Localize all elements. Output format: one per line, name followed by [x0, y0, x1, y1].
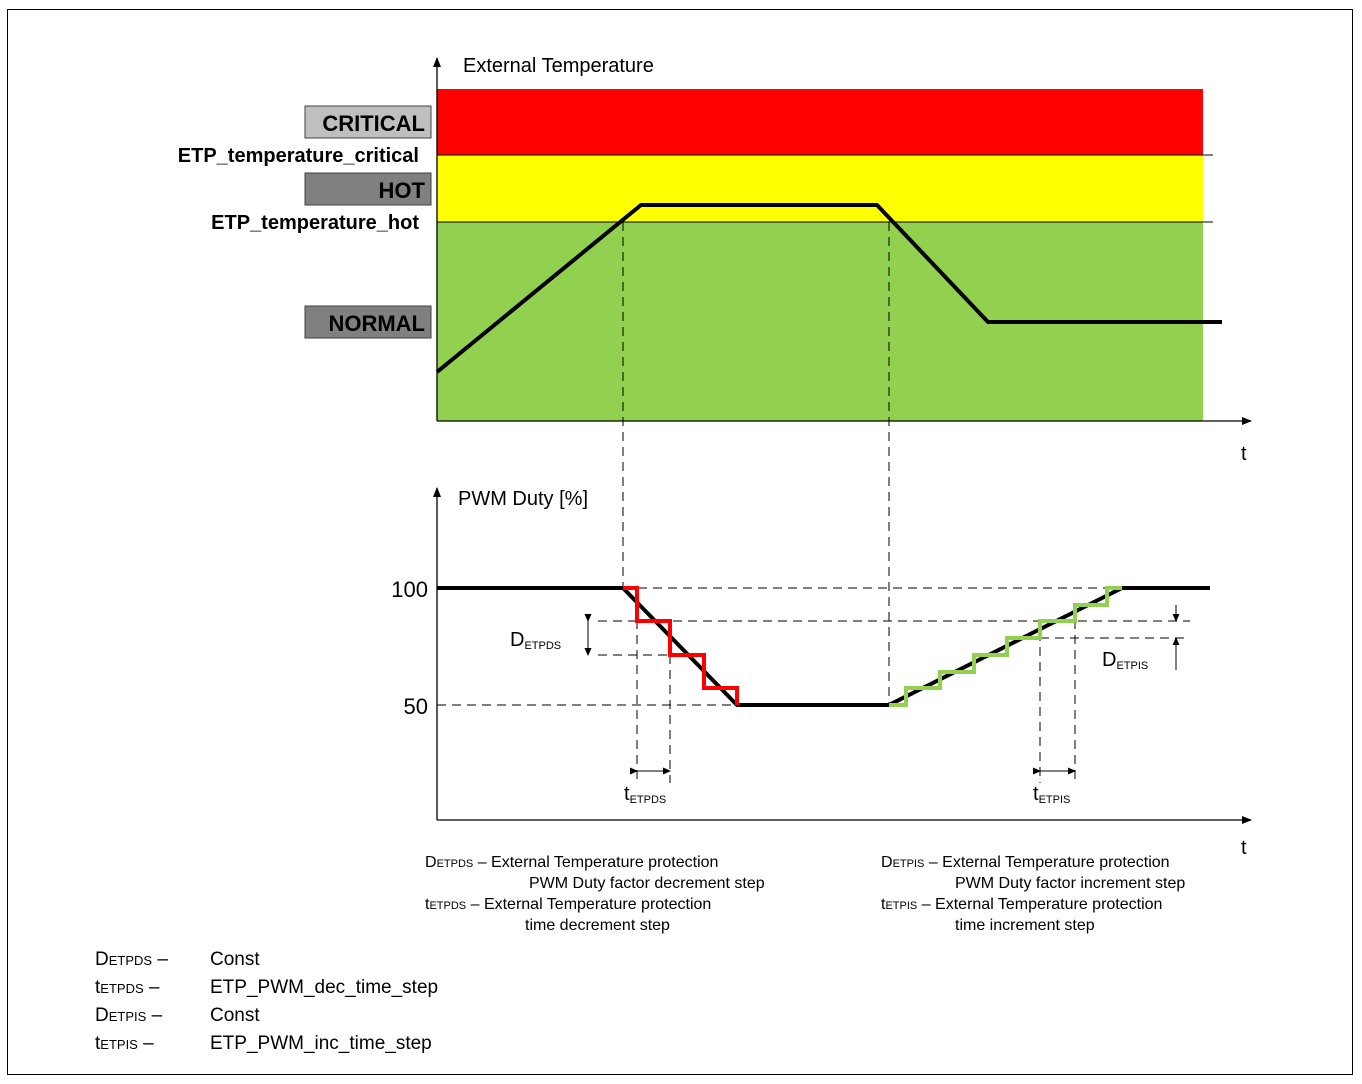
temperature-curve — [435, 203, 1222, 374]
zone-label-box-normal — [304, 305, 432, 339]
definition-row: tETPIS – ETP_PWM_inc_time_step — [95, 1033, 432, 1054]
t-etpis-label: tETPIS — [1033, 783, 1070, 806]
increment-steps — [889, 586, 1122, 707]
pwm-y-axis-label: PWM Duty [%] — [458, 488, 588, 510]
pwm-x-axis-label: t — [1241, 837, 1247, 859]
threshold-critical-label: ETP_temperature_critical — [178, 145, 419, 167]
zone-hot — [437, 155, 1203, 222]
definition-row: DETPIS – Const — [95, 1005, 260, 1026]
definition-row: DETPDS – Const — [95, 949, 260, 970]
temp-y-axis-label: External Temperature — [463, 55, 654, 77]
legend-right-2: tETPIS – External Temperature protection… — [881, 896, 1163, 934]
pwm-curve — [437, 586, 1210, 707]
decrement-steps — [623, 586, 739, 705]
threshold-hot-label: ETP_temperature_hot — [211, 212, 419, 234]
d-etpds-label: DETPDS — [510, 629, 561, 652]
y-tick-100: 100 — [391, 577, 428, 602]
pwm-chart: PWM Duty [%] t 100 50 DETPDS tETPDS tETP… — [391, 487, 1252, 859]
legend-left-2: tETPDS – External Temperature protection… — [425, 896, 712, 934]
definition-row: tETPDS – ETP_PWM_dec_time_step — [95, 977, 439, 998]
y-tick-50: 50 — [404, 694, 428, 719]
guide-lines — [437, 222, 1210, 783]
diagram-frame — [7, 9, 1353, 1075]
legend-left-1: DETPDS – External Temperature protection… — [425, 854, 765, 892]
zone-label-box-critical — [304, 105, 432, 139]
zone-label-hot: HOT — [379, 178, 426, 203]
temp-x-axis-label: t — [1241, 443, 1247, 465]
zone-critical — [437, 89, 1203, 155]
d-etpis-label: DETPIS — [1102, 649, 1148, 672]
zone-label-critical: CRITICAL — [322, 111, 425, 136]
t-etpds-label: tETPDS — [624, 783, 666, 806]
temperature-chart: External Temperature t CRITICAL HOT NORM… — [178, 55, 1252, 465]
zone-label-box-hot — [304, 172, 432, 206]
legend-right-1: DETPIS – External Temperature protection… — [881, 854, 1186, 892]
zone-label-normal: NORMAL — [328, 311, 425, 336]
